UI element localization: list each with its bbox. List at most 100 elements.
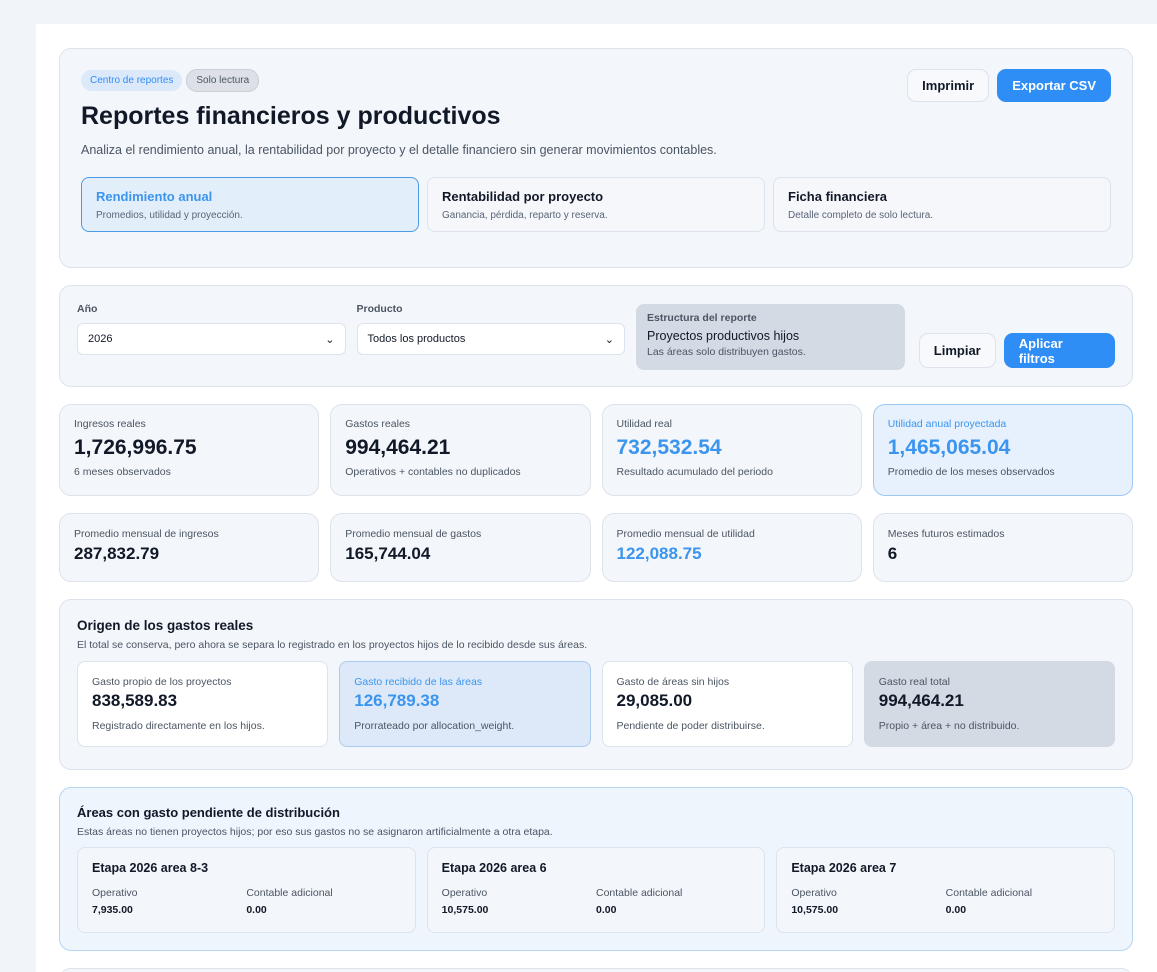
origin-cards: Gasto propio de los proyectos 838,589.83 R… xyxy=(77,661,1115,747)
kpi-note: 6 meses observados xyxy=(74,466,171,478)
structure-title: Proyectos productivos hijos xyxy=(647,329,800,343)
tab[interactable]: Rentabilidad por proyecto Ganancia, pérdi… xyxy=(427,177,765,232)
structure-box: Estructura del reporte Proyectos product… xyxy=(636,304,905,370)
kpi-card: Ingresos reales 1,726,996.75 6 meses obser… xyxy=(59,404,320,496)
kpi-value: 994,464.21 xyxy=(345,436,451,459)
product-filter: Producto Todos los productos ⌄ xyxy=(356,303,625,369)
area-cards: Etapa 2026 area 8-3 Operativo Contable adi… xyxy=(77,847,1116,933)
value: Todos los productos xyxy=(367,333,466,345)
kpi-label: Utilidad anual proyectada xyxy=(887,418,1007,430)
kpi-note: Resultado acumulado del periodo xyxy=(616,466,773,478)
tab-title: Rendimiento anual xyxy=(96,189,213,204)
area-metrics: Operativo Contable adicional 7,935.00 0.00 xyxy=(92,887,401,916)
section-subtitle: El total se conserva, pero ahora se sepa… xyxy=(77,639,588,651)
kpi-value: 732,532.54 xyxy=(616,436,722,459)
kpi-label: Gastos reales xyxy=(345,418,411,430)
origin-label: Gasto recibido de las áreas xyxy=(354,676,483,688)
badge: Centro de reportes xyxy=(81,70,183,91)
origin-note: Registrado directamente en los hijos. xyxy=(92,720,265,732)
next-card xyxy=(59,968,1133,972)
apply-button[interactable]: Aplicar filtros xyxy=(1003,333,1115,368)
description: Analiza el rendimiento anual, la rentabi… xyxy=(81,143,717,157)
badge: Solo lectura xyxy=(186,69,260,92)
metric-label: Operativo xyxy=(791,887,837,899)
origin-label: Gasto de áreas sin hijos xyxy=(616,676,730,688)
tab-subtitle: Detalle completo de solo lectura. xyxy=(788,210,934,221)
area-card: Etapa 2026 area 8-3 Operativo Contable adi… xyxy=(77,847,416,933)
kpi-card: Utilidad anual proyectada 1,465,065.04 Pro… xyxy=(872,404,1133,496)
year-select[interactable]: 2026 ⌄ xyxy=(77,323,346,355)
metric-value: 0.00 xyxy=(596,904,617,916)
kpi-value: 1,726,996.75 xyxy=(74,436,197,459)
metric-value: 7,935.00 xyxy=(92,904,133,916)
origin-value: 994,464.21 xyxy=(878,691,964,710)
clear-button[interactable]: Limpiar xyxy=(918,333,996,368)
tabs: Rendimiento anual Promedios, utilidad y p… xyxy=(81,177,1111,232)
year-filter: Año 2026 ⌄ xyxy=(77,303,346,369)
tab[interactable]: Rendimiento anual Promedios, utilidad y p… xyxy=(81,177,419,232)
tab-subtitle: Ganancia, pérdida, reparto y reserva. xyxy=(442,210,608,221)
filter-actions: Limpiar Aplicar filtros xyxy=(918,333,1115,368)
average-label: Meses futuros estimados xyxy=(887,528,1005,540)
metric-value: 0.00 xyxy=(945,904,967,916)
average-label: Promedio mensual de ingresos xyxy=(74,528,219,540)
average-card: Meses futuros estimados 6 xyxy=(872,513,1133,582)
area-name: Etapa 2026 area 8-3 xyxy=(92,861,209,875)
label: Producto xyxy=(356,303,403,315)
kpi-note: Operativos + contables no duplicados xyxy=(345,466,521,478)
average-row: Promedio mensual de ingresos 287,832.79 Pr… xyxy=(59,513,1133,582)
average-label: Promedio mensual de utilidad xyxy=(616,528,755,540)
kpi-value: 1,465,065.04 xyxy=(887,436,1011,459)
origin-note: Pendiente de poder distribuirse. xyxy=(616,720,765,732)
section-title: Áreas con gasto pendiente de distribució… xyxy=(77,805,340,820)
header-text: Centro de reportes Solo lectura Reportes … xyxy=(81,69,721,160)
pending-areas-card: Áreas con gasto pendiente de distribució… xyxy=(59,787,1133,951)
average-card: Promedio mensual de gastos 165,744.04 xyxy=(330,513,591,582)
metric-value: 10,575.00 xyxy=(441,904,489,916)
metric-value: 10,575.00 xyxy=(791,904,839,916)
export-button[interactable]: Exportar CSV xyxy=(997,69,1111,102)
average-value: 6 xyxy=(887,544,898,563)
metric-label: Contable adicional xyxy=(945,887,1033,899)
area-metrics: Operativo Contable adicional 10,575.00 0.00 xyxy=(791,887,1100,916)
tab-title: Rentabilidad por proyecto xyxy=(442,189,604,204)
origin-value: 29,085.00 xyxy=(616,691,693,710)
origin-value: 126,789.38 xyxy=(354,691,440,710)
origin-value: 838,589.83 xyxy=(92,691,178,710)
label: Año xyxy=(77,303,98,315)
kpi-note: Promedio de los meses observados xyxy=(887,466,1055,478)
kpi-label: Utilidad real xyxy=(616,418,672,430)
structure-note: Las áreas solo distribuyen gastos. xyxy=(647,346,806,358)
kpi-label: Ingresos reales xyxy=(74,418,146,430)
area-metrics: Operativo Contable adicional 10,575.00 0.00 xyxy=(442,887,751,916)
kpi-card: Gastos reales 994,464.21 Operativos + cont… xyxy=(330,404,591,496)
origin-card: Gasto propio de los proyectos 838,589.83 R… xyxy=(77,661,329,747)
kpi-card: Utilidad real 732,532.54 Resultado acumula… xyxy=(601,404,862,496)
header-card: Centro de reportes Solo lectura Reportes … xyxy=(59,48,1133,268)
tab[interactable]: Ficha financiera Detalle completo de solo… xyxy=(773,177,1111,232)
origin-card: Gasto de áreas sin hijos 29,085.00 Pendien… xyxy=(601,661,853,747)
metric-label: Operativo xyxy=(441,887,488,899)
origin-label: Gasto propio de los proyectos xyxy=(92,676,232,688)
average-value: 287,832.79 xyxy=(74,544,160,563)
expense-origin-card: Origen de los gastos reales El total se … xyxy=(59,599,1133,770)
tab-subtitle: Promedios, utilidad y proyección. xyxy=(96,210,243,221)
origin-card: Gasto real total 994,464.21 Propio + área … xyxy=(863,661,1115,747)
chevron: ⌄ xyxy=(325,333,335,346)
tab-title: Ficha financiera xyxy=(788,189,887,204)
metric-value: 0.00 xyxy=(246,904,267,916)
average-value: 122,088.75 xyxy=(616,544,702,563)
average-value: 165,744.04 xyxy=(345,544,431,563)
header-actions: Imprimir Exportar CSV xyxy=(907,69,1111,102)
average-card: Promedio mensual de ingresos 287,832.79 xyxy=(59,513,320,582)
section-subtitle: Estas áreas no tienen proyectos hijos; p… xyxy=(77,826,553,838)
print-button[interactable]: Imprimir xyxy=(907,69,990,102)
kpi-row: Ingresos reales 1,726,996.75 6 meses obser… xyxy=(59,404,1133,496)
header-top: Centro de reportes Solo lectura Reportes … xyxy=(81,69,1111,160)
product-select[interactable]: Todos los productos ⌄ xyxy=(356,323,625,355)
metric-label: Operativo xyxy=(92,887,138,899)
area-card: Etapa 2026 area 7 Operativo Contable adici… xyxy=(776,847,1116,933)
origin-label: Gasto real total xyxy=(878,676,950,688)
section-title: Origen de los gastos reales xyxy=(77,618,254,633)
